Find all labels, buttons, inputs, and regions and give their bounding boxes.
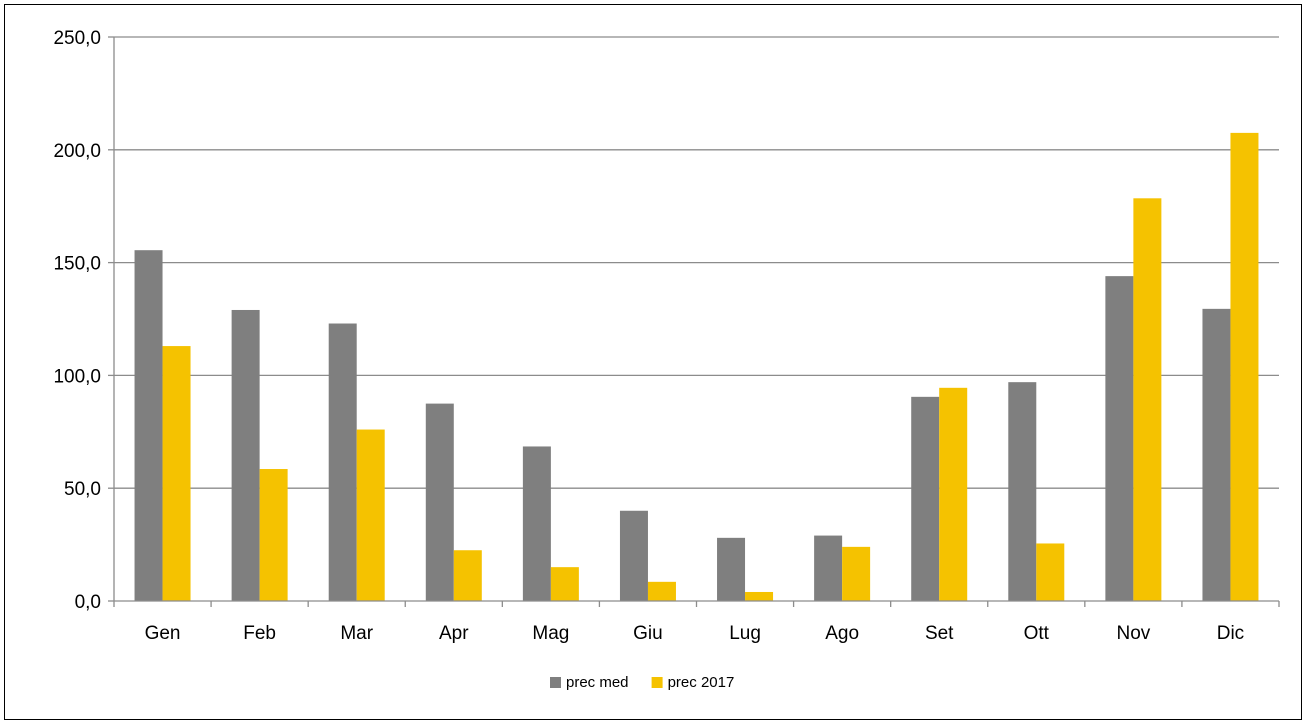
bar-prec-med-gen (134, 250, 163, 601)
legend-swatch (651, 677, 663, 688)
bar-prec-med-mar (328, 323, 357, 601)
x-tick-label: Lug (729, 623, 761, 644)
bar-prec-med-ago (814, 535, 843, 601)
bar-prec-med-giu (619, 510, 648, 601)
bar-prec-2017-nov (1133, 198, 1162, 601)
bar-prec-2017-lug (745, 591, 774, 601)
bar-prec-2017-set (939, 387, 968, 601)
y-tick-label: 100,0 (53, 366, 101, 387)
y-tick-label: 200,0 (53, 141, 101, 162)
x-tick-label: Mar (340, 623, 373, 644)
y-tick-label: 150,0 (53, 254, 101, 275)
bar-prec-2017-feb (259, 469, 288, 601)
bar-prec-med-set (911, 396, 940, 601)
x-tick-label: Ago (825, 623, 859, 644)
bar-prec-2017-ago (842, 546, 871, 601)
x-tick-label: Mag (532, 623, 569, 644)
tick-labels: 0,0 50,0 100,0 150,0 200,0 250,0 Gen Feb Mar Apr M… (53, 28, 1244, 644)
y-tick-label: 250,0 (53, 28, 101, 49)
bar-prec-2017-mar (356, 429, 385, 601)
bars (134, 132, 1259, 601)
bar-prec-2017-dic (1230, 132, 1259, 601)
bar-prec-med-nov (1105, 276, 1134, 601)
x-tick-label: Ott (1024, 623, 1050, 644)
x-tick-label: Feb (243, 623, 276, 644)
gridlines (114, 36, 1279, 489)
bar-prec-med-dic (1202, 308, 1231, 601)
bar-prec-med-mag (522, 446, 551, 601)
bar-prec-2017-mag (550, 567, 579, 601)
chart-frame: 0,0 50,0 100,0 150,0 200,0 250,0 Gen Feb Mar Apr M… (4, 4, 1302, 720)
x-tick-label: Giu (633, 623, 663, 644)
legend-swatch (550, 677, 561, 688)
legend-label: prec med (566, 674, 629, 691)
legend: prec med prec 2017 (550, 674, 734, 691)
bar-prec-med-ott (1008, 382, 1037, 601)
bar-prec-med-feb (231, 309, 260, 601)
bar-chart: 0,0 50,0 100,0 150,0 200,0 250,0 Gen Feb Mar Apr M… (53, 28, 1280, 691)
bar-prec-2017-giu (647, 581, 676, 601)
bar-prec-med-apr (425, 403, 454, 601)
bar-prec-2017-apr (453, 550, 482, 601)
bar-prec-2017-gen (162, 346, 191, 601)
x-tick-label: Nov (1116, 623, 1150, 644)
y-tick-label: 50,0 (64, 479, 101, 500)
bar-prec-med-lug (717, 537, 746, 601)
x-tick-label: Set (925, 623, 954, 644)
x-tick-label: Apr (439, 623, 469, 644)
legend-label: prec 2017 (668, 674, 735, 691)
x-tick-label: Dic (1217, 623, 1244, 644)
y-tick-label: 0,0 (75, 592, 101, 613)
x-tick-label: Gen (145, 623, 181, 644)
axes (108, 36, 1280, 607)
bar-prec-2017-ott (1036, 543, 1065, 601)
